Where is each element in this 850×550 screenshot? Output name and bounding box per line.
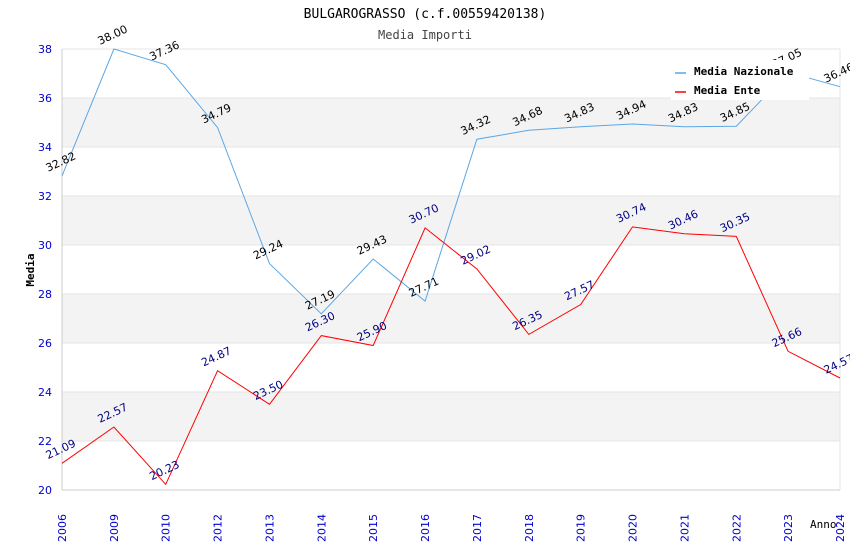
x-tick-label: 2012 bbox=[212, 514, 225, 542]
y-tick-label: 22 bbox=[38, 435, 52, 448]
y-tick-label: 38 bbox=[38, 43, 52, 56]
x-tick-label: 2016 bbox=[419, 514, 432, 542]
gridlines bbox=[62, 48, 840, 491]
x-tick-label: 2019 bbox=[575, 514, 588, 542]
y-axis-label: Media bbox=[24, 253, 37, 286]
x-tick-label: 2024 bbox=[834, 514, 847, 542]
legend-label-media-ente: Media Ente bbox=[694, 84, 761, 97]
x-tick-label: 2009 bbox=[108, 514, 121, 542]
x-tick-label: 2020 bbox=[627, 514, 640, 542]
x-tick-label: 2006 bbox=[56, 514, 69, 542]
data-label: 38.00 bbox=[96, 23, 130, 48]
data-label: 20.23 bbox=[148, 458, 182, 483]
data-label: 24.57 bbox=[822, 352, 850, 377]
x-tick-labels: 2006 2009 2010 2012 2013 2014 2015 2016 2017 2018… bbox=[56, 514, 847, 542]
series-line-media-ente bbox=[61, 226, 841, 486]
series-lines bbox=[61, 48, 841, 486]
x-tick-label: 2022 bbox=[730, 514, 743, 542]
legend-box bbox=[671, 60, 809, 100]
y-tick-label: 28 bbox=[38, 288, 52, 301]
y-tick-label: 24 bbox=[38, 386, 52, 399]
x-tick-label: 2014 bbox=[315, 514, 328, 542]
x-tick-label: 2013 bbox=[263, 514, 276, 542]
x-tick-label: 2015 bbox=[367, 514, 380, 542]
legend: Media Nazionale Media Ente bbox=[671, 60, 809, 100]
x-axis-label: Anno bbox=[810, 518, 837, 531]
band bbox=[62, 98, 840, 147]
y-tick-labels: 20 22 24 26 28 30 32 34 36 38 bbox=[38, 43, 52, 497]
y-tick-label: 20 bbox=[38, 484, 52, 497]
legend-label-media-nazionale: Media Nazionale bbox=[694, 65, 794, 78]
background-bands bbox=[62, 98, 840, 441]
y-tick-label: 26 bbox=[38, 337, 52, 350]
chart-subtitle: Media Importi bbox=[378, 28, 472, 42]
band bbox=[62, 294, 840, 343]
series-line-media-nazionale bbox=[61, 48, 841, 315]
data-label: 36.46 bbox=[822, 60, 850, 85]
x-tick-label: 2023 bbox=[782, 514, 795, 542]
x-tick-label: 2018 bbox=[523, 514, 536, 542]
data-label: 24.87 bbox=[199, 344, 233, 369]
band bbox=[62, 392, 840, 441]
y-tick-label: 30 bbox=[38, 239, 52, 252]
y-tick-label: 32 bbox=[38, 190, 52, 203]
data-label: 37.36 bbox=[148, 38, 182, 63]
x-tick-label: 2010 bbox=[160, 514, 173, 542]
x-tick-label: 2017 bbox=[471, 514, 484, 542]
chart-title: BULGAROGRASSO (c.f.00559420138) bbox=[304, 7, 547, 22]
y-tick-label: 36 bbox=[38, 92, 52, 105]
y-tick-label: 34 bbox=[38, 141, 52, 154]
axes bbox=[61, 49, 841, 491]
data-label: 29.02 bbox=[459, 243, 493, 268]
x-tick-label: 2021 bbox=[678, 514, 691, 542]
